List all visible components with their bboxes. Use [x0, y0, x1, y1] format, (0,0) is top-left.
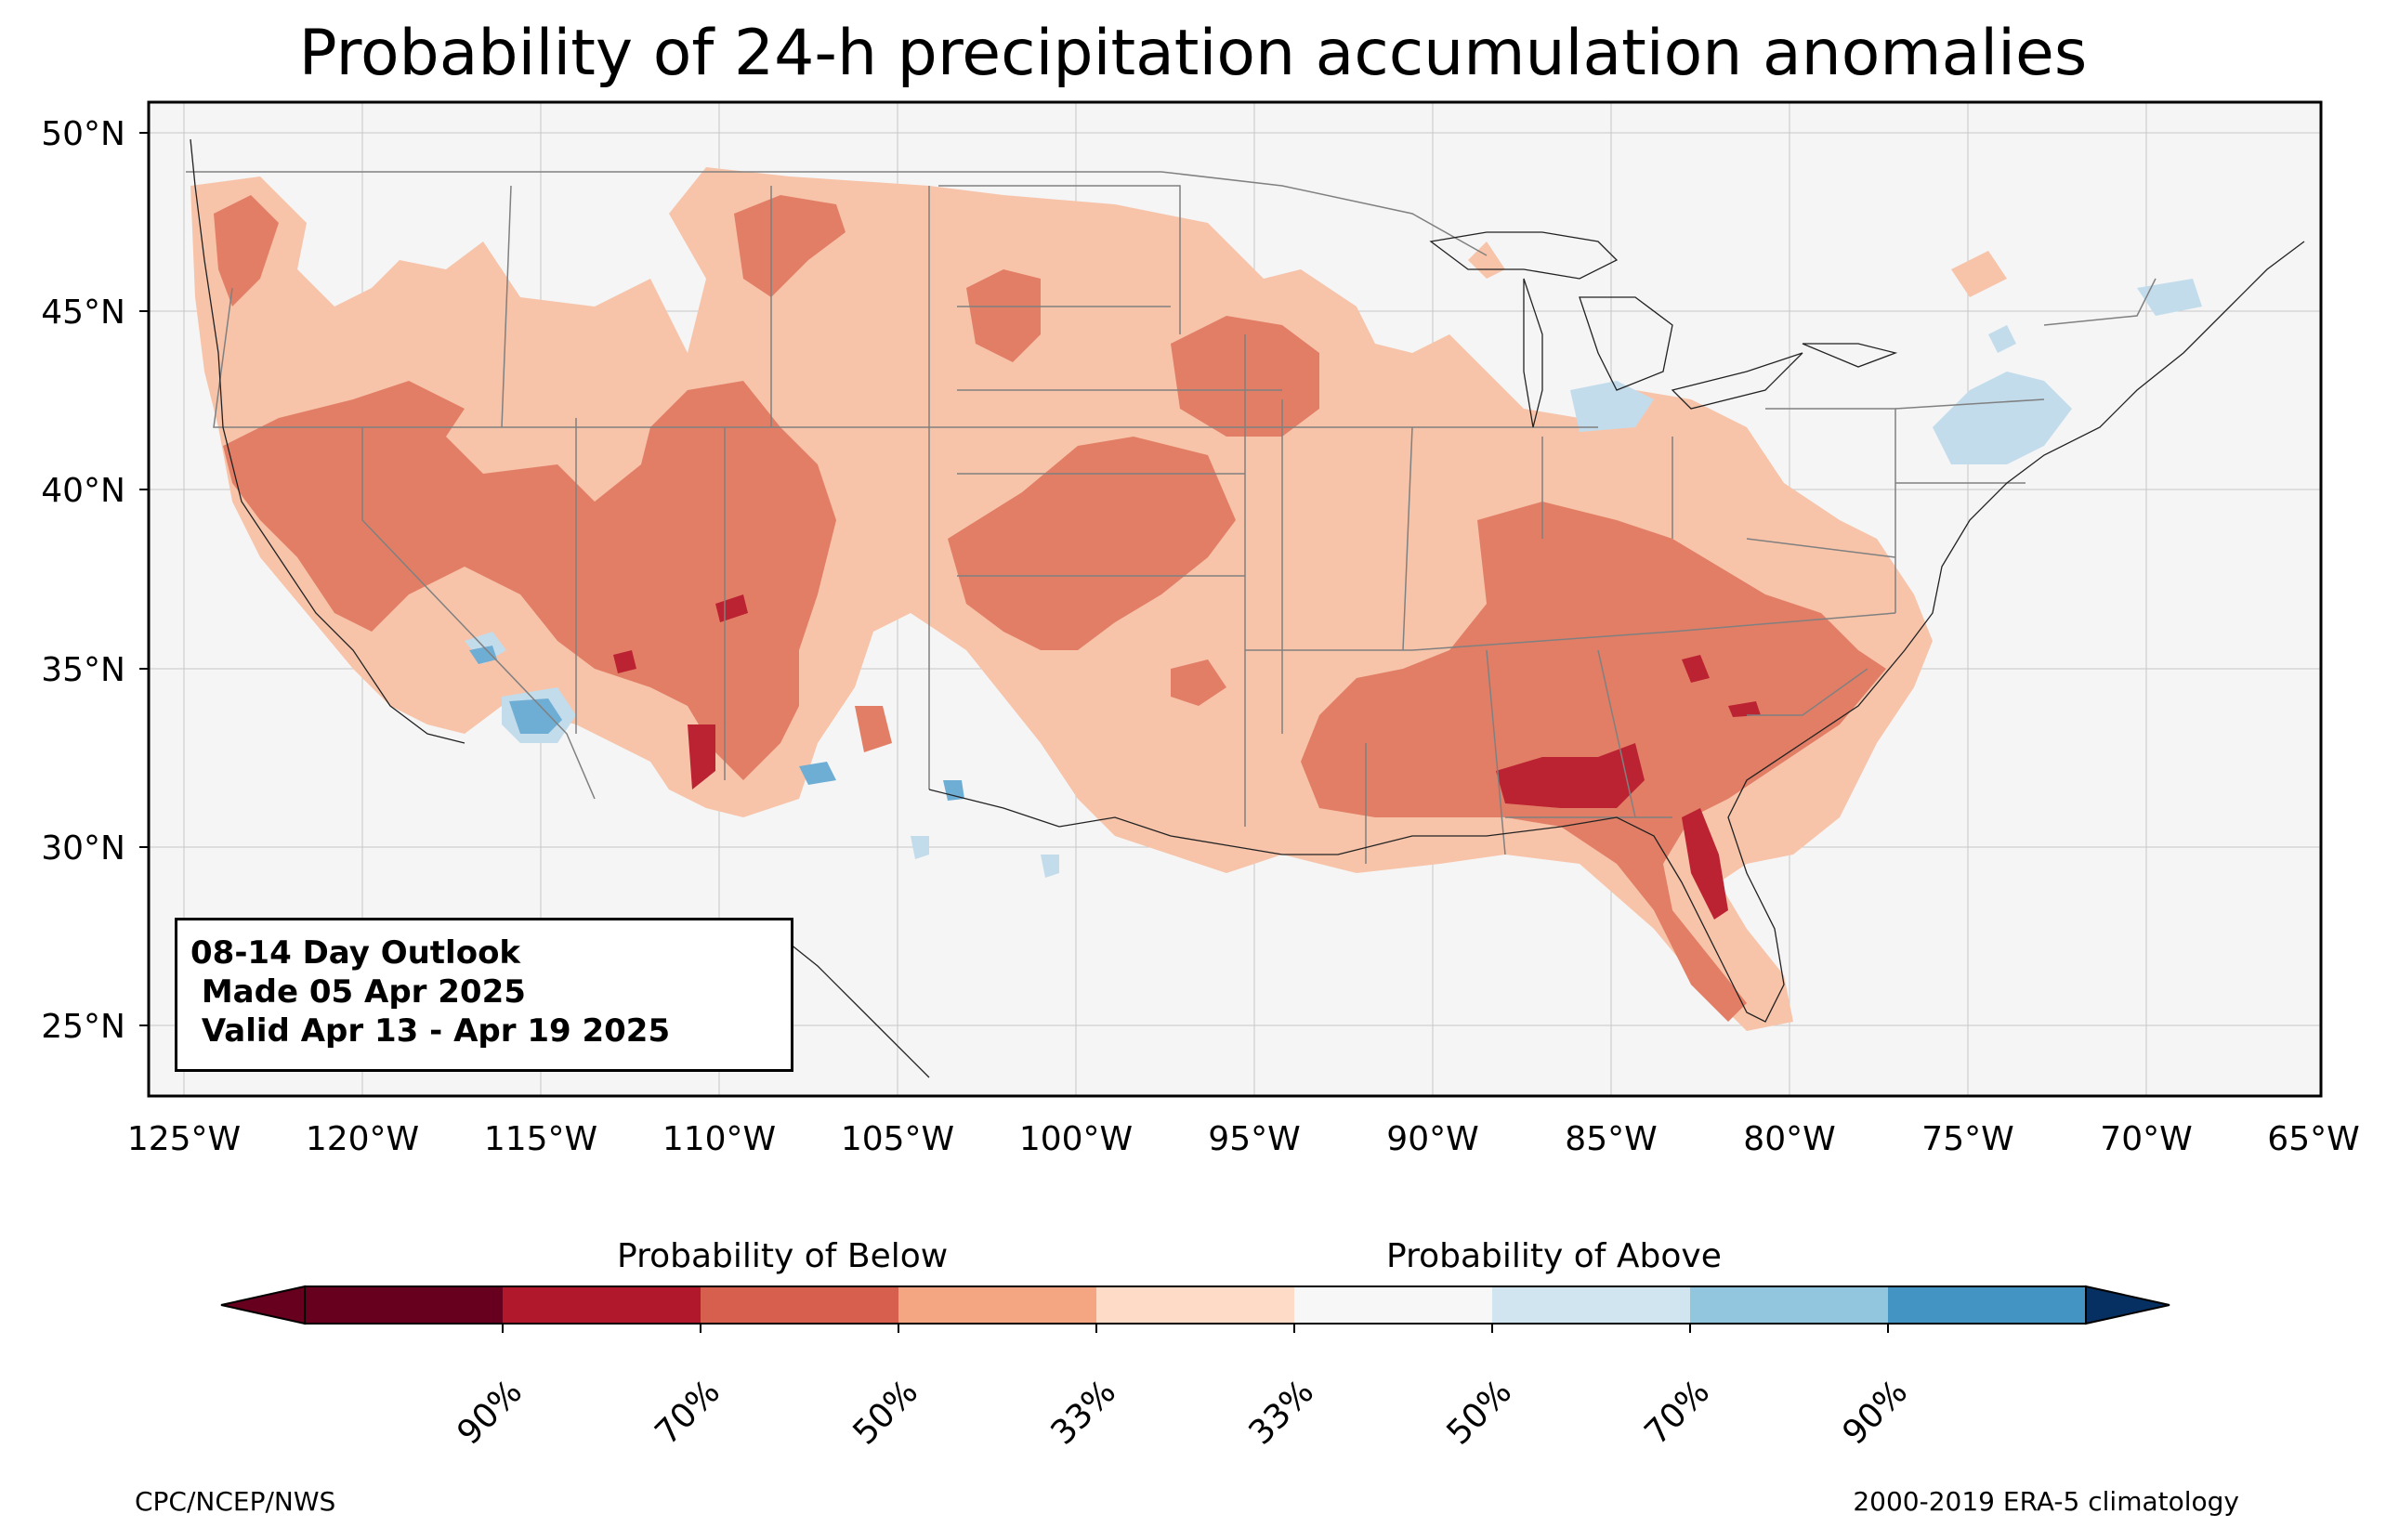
- lat-tick-label: 40°N: [41, 472, 125, 510]
- lat-axis: 50°N 45°N 40°N 35°N 30°N 25°N: [41, 115, 149, 1046]
- credit-right: 2000-2019 ERA-5 climatology: [1853, 1486, 2239, 1517]
- lat-tick-label: 25°N: [41, 1008, 125, 1046]
- lat-tick-label: 30°N: [41, 829, 125, 868]
- lat-tick-label: 45°N: [41, 294, 125, 332]
- lat-tick-label: 50°N: [41, 115, 125, 153]
- colorbar-arrow-right: [2085, 1285, 2170, 1325]
- valid-dates: Valid Apr 13 - Apr 19 2025: [190, 1012, 671, 1050]
- lon-tick-label: 70°W: [2100, 1120, 2192, 1158]
- below-70-regions: [613, 594, 1761, 920]
- colorbar-segment: [1690, 1286, 1888, 1324]
- outlook-info-box: 08-14 Day Outlook Made 05 Apr 2025 Valid…: [175, 918, 793, 1072]
- colorbar-above-label: Probability of Above: [1386, 1237, 1722, 1275]
- lat-tick-label: 35°N: [41, 651, 125, 689]
- map-frame: [147, 100, 2323, 1098]
- colorbar-segment: [898, 1286, 1096, 1324]
- credit-left: CPC/NCEP/NWS: [135, 1486, 336, 1517]
- lon-tick-label: 90°W: [1386, 1120, 1478, 1158]
- colorbar-segment: [1096, 1286, 1294, 1324]
- lon-tick-label: 115°W: [484, 1120, 597, 1158]
- colorbar: [220, 1285, 2170, 1333]
- lon-tick-label: 125°W: [127, 1120, 241, 1158]
- map-title: Probability of 24-h precipitation accumu…: [298, 17, 2088, 90]
- colorbar-segment: [1294, 1286, 1492, 1324]
- colorbar-arrow-left: [220, 1285, 306, 1325]
- state-borders: [186, 171, 2157, 864]
- colorbar-segment: [1888, 1286, 2086, 1324]
- made-date: Made 05 Apr 2025: [190, 973, 526, 1011]
- colorbar-outline: [304, 1286, 2087, 1325]
- great-lakes: [1429, 231, 1898, 428]
- lon-tick-label: 65°W: [2267, 1120, 2359, 1158]
- colorbar-below-label: Probability of Below: [617, 1237, 949, 1275]
- colorbar-segment: [701, 1286, 898, 1324]
- colorbar-segment: [1492, 1286, 1690, 1324]
- lon-tick-label: 80°W: [1743, 1120, 1835, 1158]
- lon-tick-label: 120°W: [306, 1120, 419, 1158]
- lon-tick-label: 100°W: [1019, 1120, 1133, 1158]
- lon-tick-label: 95°W: [1208, 1120, 1300, 1158]
- lon-tick-label: 75°W: [1921, 1120, 2013, 1158]
- lon-tick-label: 85°W: [1565, 1120, 1657, 1158]
- colorbar-segment: [305, 1286, 503, 1324]
- colorbar-segment: [503, 1286, 701, 1324]
- above-50-regions: [469, 646, 964, 801]
- outlook-period: 08-14 Day Outlook: [190, 934, 521, 972]
- coastline: [190, 138, 2305, 1078]
- lon-axis: 125°W 120°W 115°W 110°W 105°W 100°W 95°W…: [127, 1120, 2360, 1158]
- lon-tick-label: 105°W: [841, 1120, 954, 1158]
- lon-tick-label: 110°W: [662, 1120, 776, 1158]
